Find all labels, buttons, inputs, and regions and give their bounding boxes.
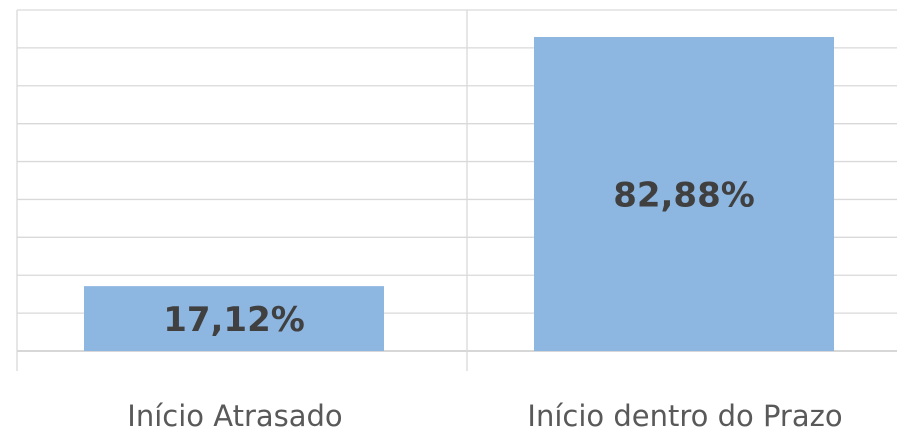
bar [534, 36, 834, 351]
x-tick-label: Início dentro do Prazo [527, 399, 842, 433]
data-label: 82,88% [613, 175, 755, 215]
x-tick-label: Início Atrasado [127, 399, 342, 433]
data-label: 17,12% [163, 300, 305, 340]
bar [84, 286, 384, 351]
